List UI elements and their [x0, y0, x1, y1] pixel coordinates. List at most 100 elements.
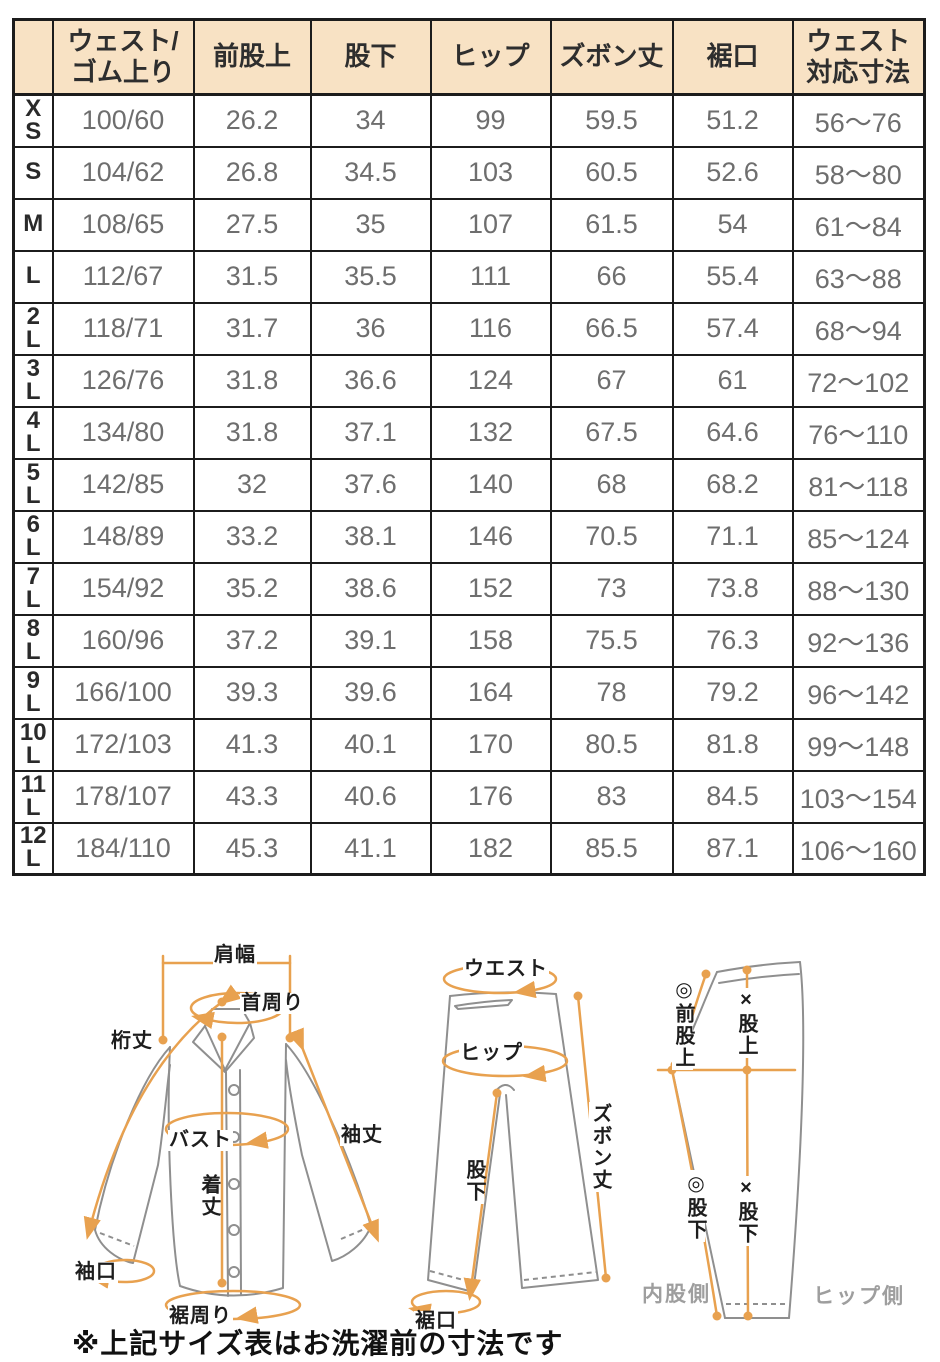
cell-front-rise: 45.3	[192, 821, 312, 876]
cell-waist-range: 81〜118	[791, 457, 926, 512]
cell-front-rise: 31.7	[192, 301, 312, 356]
inseam-ok-label: ◎股下	[684, 1170, 706, 1242]
cell-front-rise: 37.2	[192, 613, 312, 668]
pants-hip-label: ヒップ	[459, 1042, 524, 1064]
size-row-label: 4 L	[12, 405, 54, 460]
table-row: 9 L 166/100 39.3 39.6 164 78 79.2 96〜142	[12, 665, 926, 720]
cell-waist-range: 96〜142	[791, 665, 926, 720]
cell-waist-range: 63〜88	[791, 249, 926, 304]
cell-hem-opening: 52.6	[671, 145, 794, 200]
cell-front-rise: 32	[192, 457, 312, 512]
cell-front-rise: 41.3	[192, 717, 312, 772]
front-rise-ok-label: ◎前股上	[672, 976, 694, 1070]
cell-hem-opening: 79.2	[671, 665, 794, 720]
size-table-header: ウェスト/ ゴム上り 前股上 股下 ヒップ ズボン丈 裾口 ウェスト 対応寸法	[12, 18, 926, 96]
cell-waist-elastic: 112/67	[51, 249, 195, 304]
cell-inseam: 38.1	[309, 509, 432, 564]
header-hip: ヒップ	[429, 18, 552, 96]
cell-waist-elastic: 100/60	[51, 93, 195, 148]
sleeve-length-label: 袖丈	[340, 1124, 384, 1146]
size-table-body: X S 100/60 26.2 34 99 59.5 51.2 56〜76 S …	[12, 93, 926, 876]
cell-hem-opening: 54	[671, 197, 794, 252]
cell-pants-length: 67.5	[549, 405, 674, 460]
cell-inseam: 40.6	[309, 769, 432, 824]
pre-wash-note: ※上記サイズ表はお洗濯前の寸法です	[72, 1328, 564, 1359]
cell-waist-elastic: 178/107	[51, 769, 195, 824]
cell-front-rise: 33.2	[192, 509, 312, 564]
table-row: 4 L 134/80 31.8 37.1 132 67.5 64.6 76〜11…	[12, 405, 926, 460]
cell-waist-elastic: 148/89	[51, 509, 195, 564]
cell-pants-length: 61.5	[549, 197, 674, 252]
cell-waist-range: 88〜130	[791, 561, 926, 616]
cell-waist-range: 72〜102	[791, 353, 926, 408]
cell-inseam: 37.6	[309, 457, 432, 512]
table-row: 5 L 142/85 32 37.6 140 68 68.2 81〜118	[12, 457, 926, 512]
cell-waist-range: 61〜84	[791, 197, 926, 252]
cell-inseam: 36.6	[309, 353, 432, 408]
measurement-diagrams-svg	[83, 954, 805, 1324]
cell-pants-length: 66	[549, 249, 674, 304]
size-row-label: 12 L	[12, 821, 54, 876]
cell-waist-elastic: 134/80	[51, 405, 195, 460]
cell-hem-opening: 68.2	[671, 457, 794, 512]
header-waist-elastic: ウェスト/ ゴム上り	[51, 18, 195, 96]
cell-pants-length: 85.5	[549, 821, 674, 876]
cell-inseam: 39.6	[309, 665, 432, 720]
table-row: S 104/62 26.8 34.5 103 60.5 52.6 58〜80	[12, 145, 926, 200]
cell-waist-elastic: 166/100	[51, 665, 195, 720]
cell-hem-opening: 64.6	[671, 405, 794, 460]
cell-hip: 170	[429, 717, 552, 772]
cell-front-rise: 39.3	[192, 665, 312, 720]
size-row-label: 10 L	[12, 717, 54, 772]
cell-hip: 132	[429, 405, 552, 460]
cell-hem-opening: 57.4	[671, 301, 794, 356]
header-corner-cell	[12, 18, 54, 96]
table-row: 2 L 118/71 31.7 36 116 66.5 57.4 68〜94	[12, 301, 926, 356]
measurement-diagrams: 肩幅 首周り 桁丈 バスト 袖丈 着丈 袖口 裾周り ウエスト ヒップ ズボン丈…	[0, 930, 940, 1360]
cell-front-rise: 35.2	[192, 561, 312, 616]
cell-hip: 152	[429, 561, 552, 616]
cell-hip: 99	[429, 93, 552, 148]
size-row-label: 9 L	[12, 665, 54, 720]
cell-front-rise: 26.2	[192, 93, 312, 148]
body-length-label: 着丈	[198, 1173, 220, 1219]
cell-hip: 124	[429, 353, 552, 408]
cell-pants-length: 68	[549, 457, 674, 512]
cell-hem-opening: 73.8	[671, 561, 794, 616]
table-row: M 108/65 27.5 35 107 61.5 54 61〜84	[12, 197, 926, 252]
cell-front-rise: 43.3	[192, 769, 312, 824]
cell-front-rise: 31.8	[192, 353, 312, 408]
cell-pants-length: 60.5	[549, 145, 674, 200]
cell-waist-range: 68〜94	[791, 301, 926, 356]
pants-waist-label: ウエスト	[463, 958, 549, 980]
cell-inseam: 39.1	[309, 613, 432, 668]
cell-waist-range: 106〜160	[791, 821, 926, 876]
size-row-label: L	[12, 249, 54, 304]
table-row: 7 L 154/92 35.2 38.6 152 73 73.8 88〜130	[12, 561, 926, 616]
cell-hip: 182	[429, 821, 552, 876]
cell-waist-range: 76〜110	[791, 405, 926, 460]
cell-hem-opening: 55.4	[671, 249, 794, 304]
cell-waist-range: 103〜154	[791, 769, 926, 824]
cell-hem-opening: 84.5	[671, 769, 794, 824]
cell-waist-elastic: 104/62	[51, 145, 195, 200]
cell-pants-length: 75.5	[549, 613, 674, 668]
cell-hip: 146	[429, 509, 552, 564]
header-hem-opening: 裾口	[671, 18, 794, 96]
cell-inseam: 35.5	[309, 249, 432, 304]
cell-waist-range: 92〜136	[791, 613, 926, 668]
rise-x-label: ×股上	[735, 988, 757, 1058]
cell-waist-range: 56〜76	[791, 93, 926, 148]
pants-front-diagram	[408, 963, 611, 1321]
cell-waist-elastic: 160/96	[51, 613, 195, 668]
size-row-label: 8 L	[12, 613, 54, 668]
cell-pants-length: 66.5	[549, 301, 674, 356]
cell-hip: 116	[429, 301, 552, 356]
table-row: 12 L 184/110 45.3 41.1 182 85.5 87.1 106…	[12, 821, 926, 876]
cell-inseam: 34.5	[309, 145, 432, 200]
hip-side-label: ヒップ側	[813, 1285, 905, 1308]
cell-hem-opening: 61	[671, 353, 794, 408]
cell-hip: 103	[429, 145, 552, 200]
size-table: ウェスト/ ゴム上り 前股上 股下 ヒップ ズボン丈 裾口 ウェスト 対応寸法 …	[12, 18, 926, 876]
